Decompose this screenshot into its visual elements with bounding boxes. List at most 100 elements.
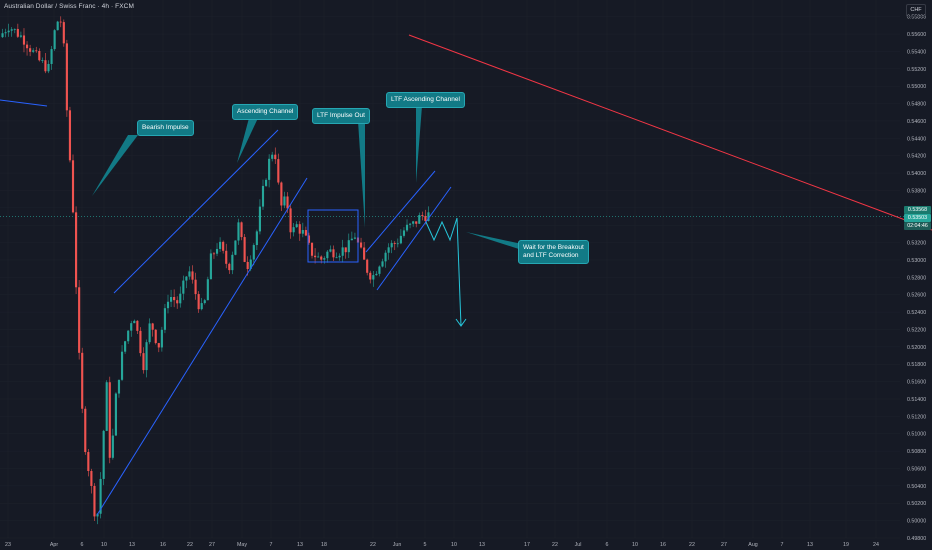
candle-body (50, 49, 53, 64)
x-tick-label: 13 (129, 542, 135, 548)
candle-body (421, 215, 424, 217)
candle-body (75, 212, 78, 288)
ltf-channel-upper[interactable] (365, 170, 436, 253)
candle-body (139, 330, 142, 354)
candle-body (268, 158, 271, 180)
candle-body (16, 28, 19, 37)
countdown-tag: 02:04:46 (904, 222, 931, 230)
annotation-ltf-ascending-channel[interactable]: LTF Ascending Channel (386, 92, 465, 108)
ltf-channel-lower[interactable] (376, 186, 452, 291)
red-trendline[interactable] (408, 34, 932, 231)
trendline-left[interactable] (0, 99, 48, 107)
candle-body (228, 263, 231, 271)
candle-body (117, 379, 121, 394)
candle-body (108, 382, 111, 458)
candle-body (194, 279, 197, 295)
candle-body (25, 44, 29, 49)
candle-body (111, 435, 114, 458)
candle-body (166, 301, 170, 309)
candle-body (261, 185, 265, 207)
candle-body (127, 330, 130, 342)
y-tick-label: 0.51800 (907, 362, 926, 368)
x-tick-label: 13 (297, 542, 303, 548)
y-tick-label: 0.55000 (907, 84, 926, 90)
y-tick-label: 0.49800 (907, 536, 926, 542)
candle-body (19, 35, 22, 37)
ascending-channel-pointer (237, 118, 258, 163)
candle-body (169, 296, 173, 302)
y-tick-label: 0.50200 (907, 501, 926, 507)
candle-body (59, 21, 62, 23)
candle-body (124, 341, 127, 352)
y-tick-label: 0.55400 (907, 49, 926, 55)
channel-lower-line[interactable] (96, 177, 308, 516)
y-tick-label: 0.52800 (907, 275, 926, 281)
currency-label[interactable]: CHF (906, 4, 926, 17)
y-tick-label: 0.50400 (907, 484, 926, 490)
candle-body (102, 430, 105, 479)
candle-body (332, 249, 335, 258)
candle-body (304, 230, 307, 236)
wait-breakout-pointer (466, 232, 522, 250)
channel-upper-line[interactable] (113, 129, 279, 294)
candle-body (412, 221, 415, 224)
candle-body (160, 329, 163, 348)
candle-body (338, 255, 341, 258)
candle-body (29, 48, 32, 52)
y-tick-label: 0.52000 (907, 345, 926, 351)
candle-body (219, 241, 222, 249)
candle-body (396, 243, 399, 245)
candle-body (415, 221, 418, 224)
annotation-bearish-impulse[interactable]: Bearish Impulse (137, 120, 194, 136)
candle-body (145, 342, 148, 371)
candle-body (369, 272, 372, 280)
y-tick-label: 0.55200 (907, 67, 926, 73)
x-tick-label: 7 (270, 542, 273, 548)
candle-body (99, 478, 102, 514)
x-tick-label: 17 (524, 542, 530, 548)
y-tick-label: 0.51000 (907, 432, 926, 438)
candle-body (271, 154, 274, 159)
x-tick-label: 22 (552, 542, 558, 548)
candle-body (350, 238, 353, 241)
candle-body (246, 261, 249, 269)
x-tick-label: 16 (160, 542, 166, 548)
annotation-wait-breakout[interactable]: Wait for the Breakout and LTF Correction (518, 240, 589, 264)
candle-body (378, 266, 381, 274)
candle-body (81, 352, 84, 409)
candle-body (359, 242, 363, 248)
candle-body (22, 35, 26, 45)
consolidation-box[interactable] (307, 209, 359, 263)
candle-body (240, 222, 243, 238)
x-tick-label: 10 (632, 542, 638, 548)
candle-body (243, 237, 246, 262)
candle-body (4, 32, 7, 34)
candle-body (298, 224, 301, 234)
annotation-ltf-impulse-out[interactable]: LTF Impulse Out (312, 108, 370, 124)
x-tick-label: 24 (873, 542, 879, 548)
candle-body (56, 21, 59, 31)
candle-body (283, 196, 286, 206)
y-tick-label: 0.54200 (907, 154, 926, 160)
candle-body (68, 110, 72, 161)
candle-body (418, 215, 421, 224)
candle-body (212, 253, 216, 255)
candle-body (32, 50, 35, 52)
candle-body (381, 261, 384, 267)
candle-body (200, 303, 203, 310)
candle-body (215, 248, 219, 254)
candle-body (329, 249, 332, 252)
candle-body (35, 50, 38, 52)
candle-body (130, 323, 133, 331)
x-tick-label: Jun (393, 542, 402, 548)
candle-body (393, 243, 396, 244)
annotation-ascending-channel[interactable]: Ascending Channel (232, 104, 299, 120)
x-tick-label: 18 (321, 542, 327, 548)
grid-lines (0, 215, 904, 217)
current-price-tag: 0.53503 (904, 214, 931, 222)
candle-body (384, 252, 387, 262)
candle-body (264, 179, 268, 186)
x-tick-label: 13 (807, 542, 813, 548)
